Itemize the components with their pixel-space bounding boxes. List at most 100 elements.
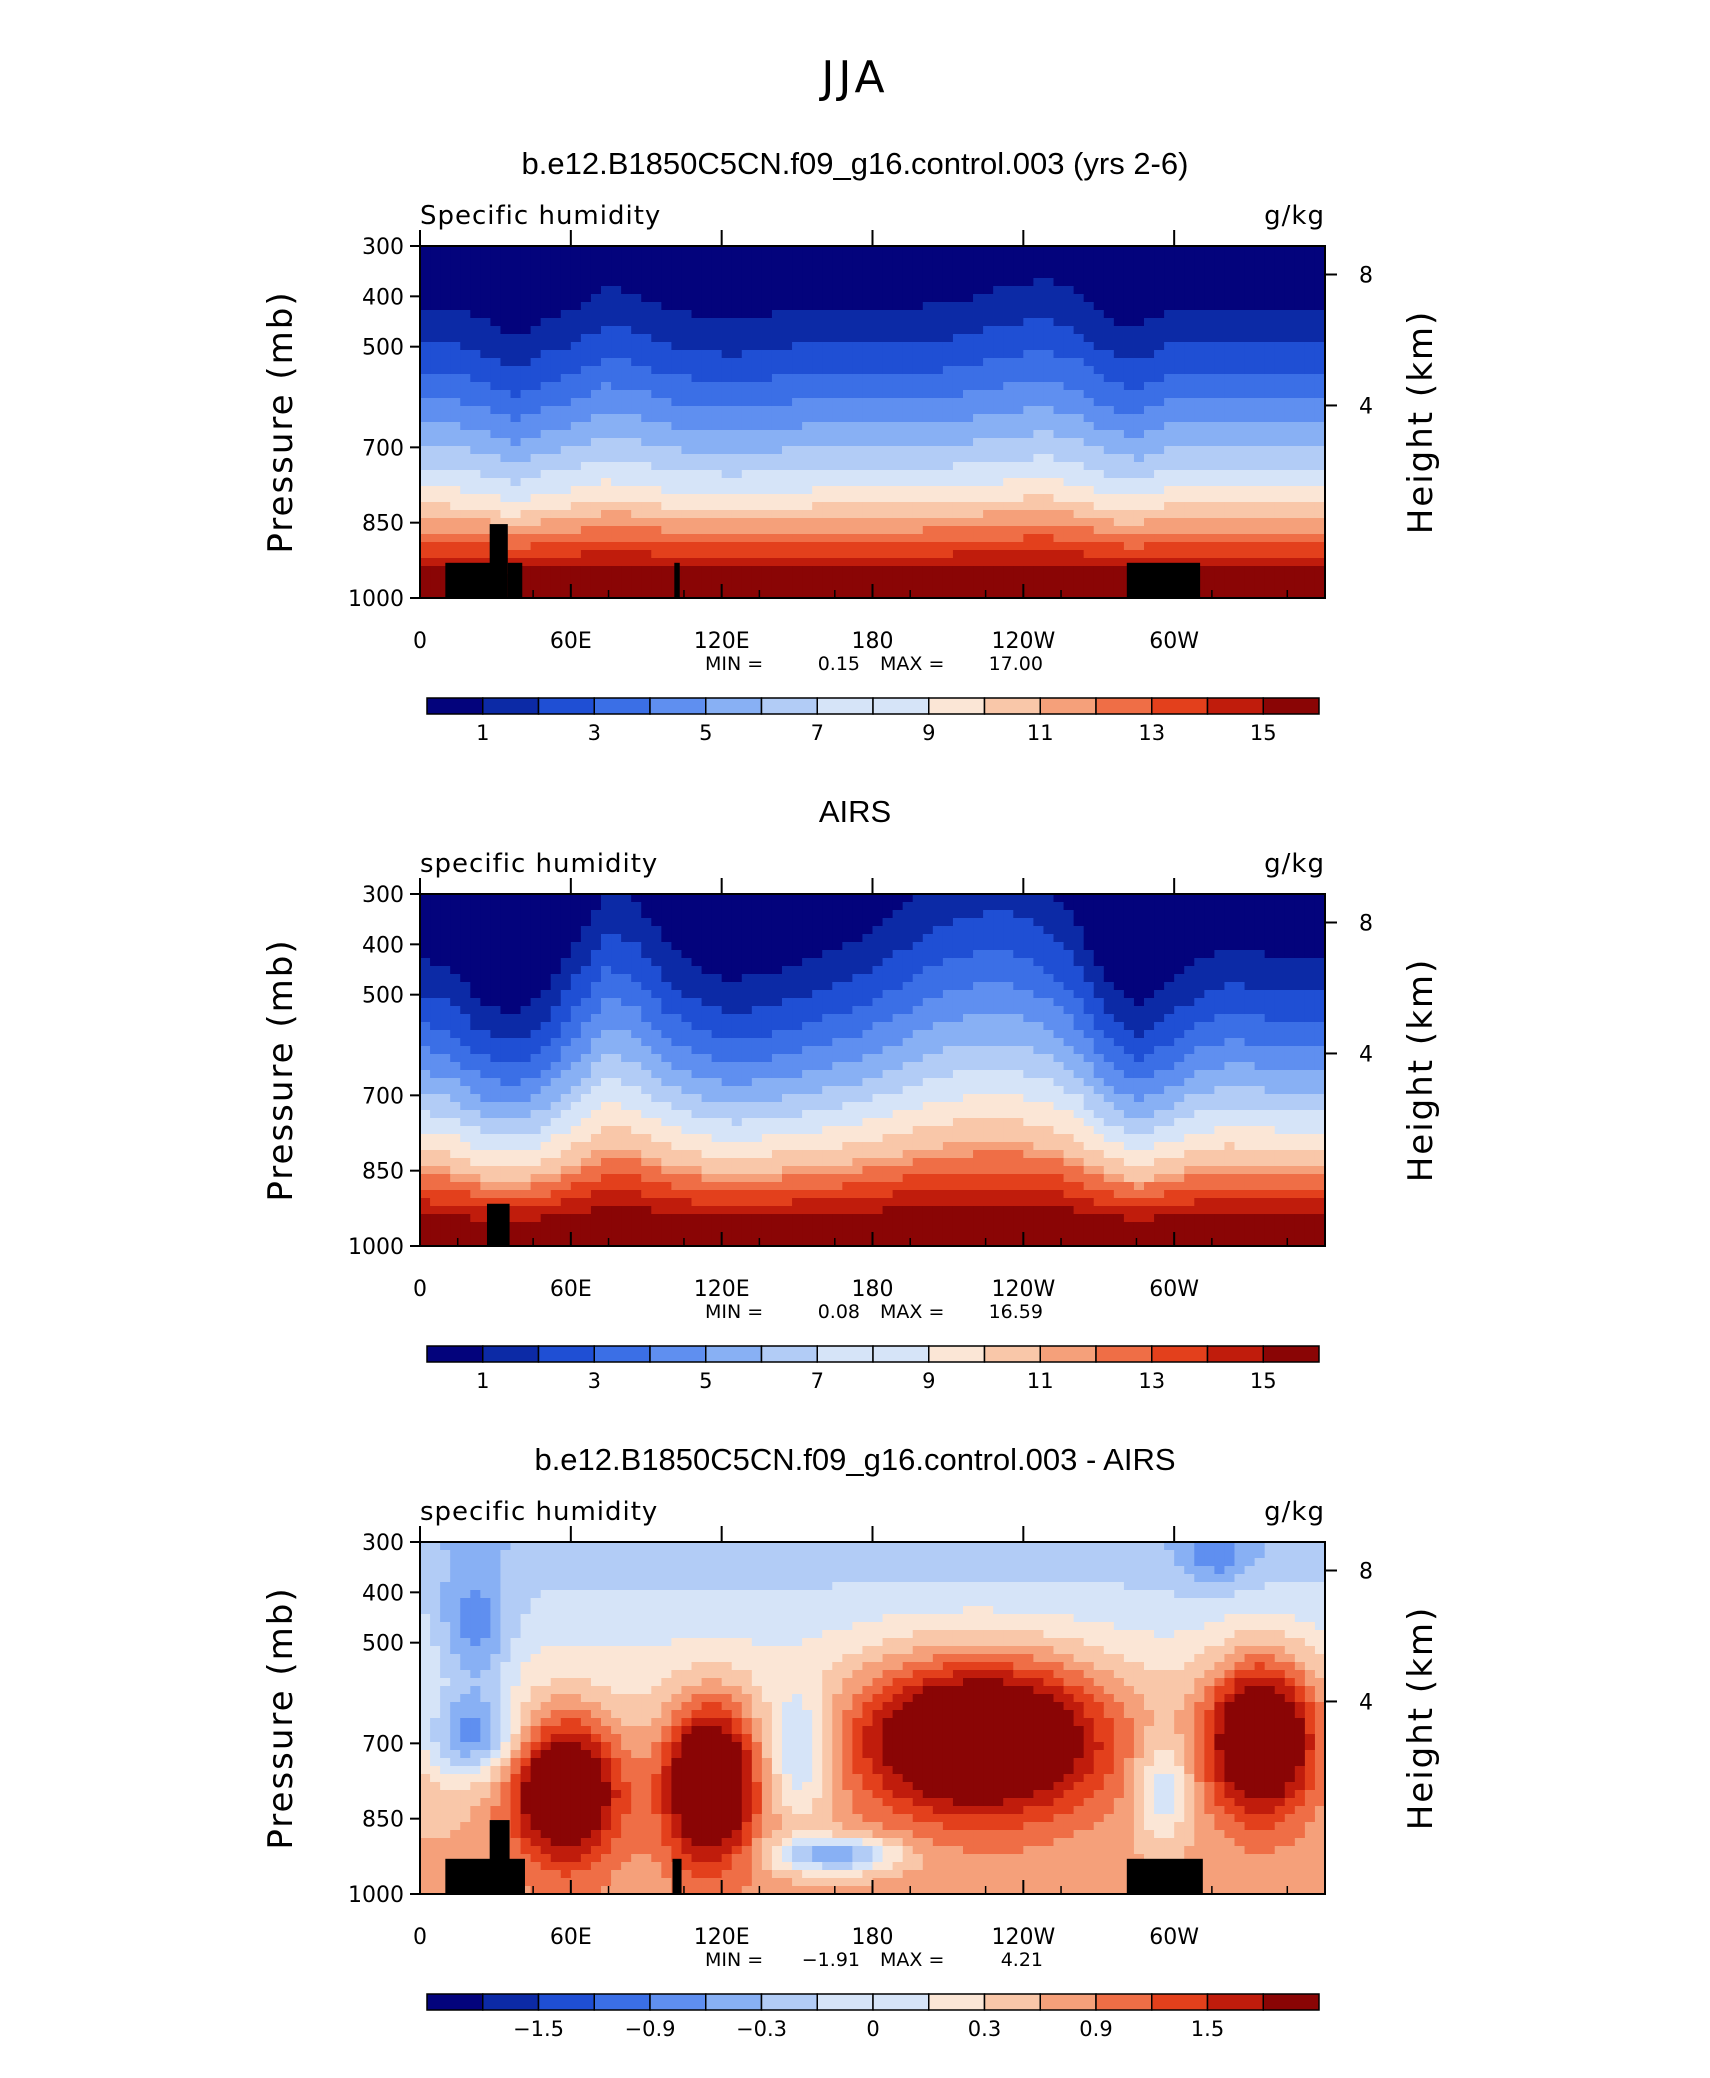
heatmap-cell bbox=[1204, 326, 1215, 335]
heatmap-cell bbox=[1013, 454, 1024, 463]
heatmap-cell bbox=[1265, 382, 1276, 391]
heatmap-cell bbox=[1224, 902, 1235, 911]
heatmap-cell bbox=[782, 550, 793, 559]
heatmap-cell bbox=[802, 526, 813, 535]
heatmap-cell bbox=[1174, 526, 1185, 535]
heatmap-cell bbox=[993, 934, 1004, 943]
heatmap-cell bbox=[490, 926, 501, 935]
heatmap-cell bbox=[1013, 382, 1024, 391]
heatmap-cell bbox=[1235, 966, 1246, 975]
heatmap-cell bbox=[792, 326, 803, 335]
heatmap-cell bbox=[883, 366, 894, 375]
heatmap-cell bbox=[681, 326, 692, 335]
heatmap-cell bbox=[802, 518, 813, 527]
heatmap-cell bbox=[862, 526, 873, 535]
heatmap-cell bbox=[631, 582, 642, 591]
heatmap-cell bbox=[1114, 486, 1125, 495]
heatmap-cell bbox=[973, 534, 984, 543]
heatmap-cell bbox=[1023, 414, 1034, 423]
heatmap-cell bbox=[420, 438, 431, 447]
heatmap-cell bbox=[480, 950, 491, 959]
heatmap-cell bbox=[812, 974, 823, 983]
heatmap-cell bbox=[772, 286, 783, 295]
heatmap-cell bbox=[1255, 558, 1266, 567]
heatmap-cell bbox=[732, 966, 743, 975]
heatmap-cell bbox=[1104, 262, 1115, 271]
heatmap-cell bbox=[742, 478, 753, 487]
heatmap-cell bbox=[1224, 246, 1235, 255]
heatmap-cell bbox=[611, 254, 622, 263]
heatmap-cell bbox=[1013, 310, 1024, 319]
heatmap-cell bbox=[470, 254, 481, 263]
heatmap-cell bbox=[832, 286, 843, 295]
heatmap-cell bbox=[1154, 542, 1165, 551]
heatmap-cell bbox=[1265, 478, 1276, 487]
heatmap-cell bbox=[651, 246, 662, 255]
heatmap-cell bbox=[893, 254, 904, 263]
heatmap-cell bbox=[983, 550, 994, 559]
heatmap-cell bbox=[712, 254, 723, 263]
heatmap-cell bbox=[1013, 950, 1024, 959]
heatmap-cell bbox=[511, 446, 522, 455]
heatmap-cell bbox=[511, 414, 522, 423]
heatmap-cell bbox=[500, 302, 511, 311]
heatmap-cell bbox=[581, 342, 592, 351]
heatmap-cell bbox=[1255, 422, 1266, 431]
heatmap-cell bbox=[450, 918, 461, 927]
heatmap-cell bbox=[752, 958, 763, 967]
heatmap-cell bbox=[1305, 366, 1316, 375]
heatmap-cell bbox=[873, 262, 884, 271]
heatmap-cell bbox=[1275, 326, 1286, 335]
y-tick-label: 400 bbox=[362, 285, 404, 310]
heatmap-cell bbox=[973, 382, 984, 391]
heatmap-cell bbox=[993, 414, 1004, 423]
heatmap-cell bbox=[591, 286, 602, 295]
heatmap-cell bbox=[1134, 902, 1145, 911]
heatmap-cell bbox=[1174, 318, 1185, 327]
heatmap-cell bbox=[903, 542, 914, 551]
heatmap-cell bbox=[712, 270, 723, 279]
heatmap-cell bbox=[1124, 934, 1135, 943]
heatmap-cell bbox=[490, 334, 501, 343]
heatmap-cell bbox=[1003, 902, 1014, 911]
heatmap-cell bbox=[1114, 318, 1125, 327]
heatmap-cell bbox=[702, 574, 713, 583]
heatmap-cell bbox=[1144, 934, 1155, 943]
heatmap-cell bbox=[913, 334, 924, 343]
heatmap-cell bbox=[541, 294, 552, 303]
heatmap-cell bbox=[1305, 566, 1316, 575]
heatmap-cell bbox=[450, 510, 461, 519]
heatmap-cell bbox=[1224, 326, 1235, 335]
heatmap-cell bbox=[1033, 534, 1044, 543]
heatmap-cell bbox=[903, 414, 914, 423]
heatmap-cell bbox=[1224, 302, 1235, 311]
heatmap-cell bbox=[832, 934, 843, 943]
heatmap-cell bbox=[923, 398, 934, 407]
heatmap-cell bbox=[581, 278, 592, 287]
heatmap-cell bbox=[873, 894, 884, 903]
heatmap-cell bbox=[1154, 246, 1165, 255]
heatmap-cell bbox=[1214, 390, 1225, 399]
heatmap-cell bbox=[1275, 262, 1286, 271]
heatmap-cell bbox=[983, 470, 994, 479]
heatmap-cell bbox=[1285, 342, 1296, 351]
heatmap-cell bbox=[430, 382, 441, 391]
heatmap-cell bbox=[651, 534, 662, 543]
heatmap-cell bbox=[1094, 894, 1105, 903]
heatmap-cell bbox=[611, 566, 622, 575]
heatmap-cell bbox=[752, 422, 763, 431]
heatmap-cell bbox=[1164, 382, 1175, 391]
heatmap-cell bbox=[521, 326, 532, 335]
heatmap-cell bbox=[702, 374, 713, 383]
heatmap-cell bbox=[742, 286, 753, 295]
heatmap-cell bbox=[802, 382, 813, 391]
heatmap-cell bbox=[1033, 358, 1044, 367]
heatmap-cell bbox=[1255, 502, 1266, 511]
heatmap-cell bbox=[480, 550, 491, 559]
heatmap-cell bbox=[903, 950, 914, 959]
heatmap-cell bbox=[702, 302, 713, 311]
heatmap-cell bbox=[893, 566, 904, 575]
heatmap-cell bbox=[832, 470, 843, 479]
heatmap-cell bbox=[933, 958, 944, 967]
heatmap-cell bbox=[983, 958, 994, 967]
